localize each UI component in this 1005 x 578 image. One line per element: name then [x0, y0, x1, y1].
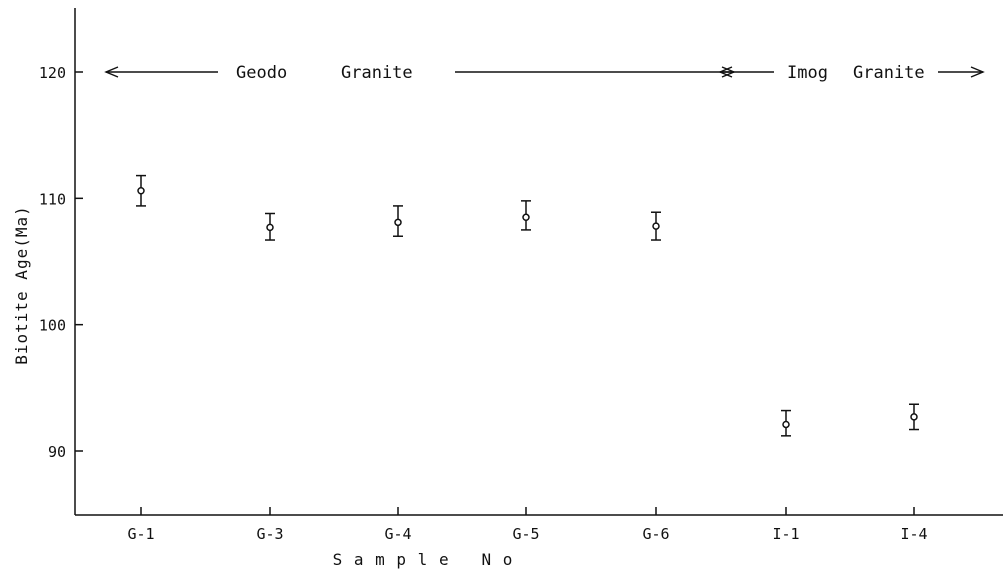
- x-tick-label-I-1: I-1: [772, 525, 799, 543]
- geodo-label-word-1: Geodo: [236, 63, 287, 83]
- y-axis-label: Biotite Age(Ma): [12, 205, 31, 365]
- marker-G-4: [394, 218, 402, 227]
- y-tick-label-110: 110: [39, 190, 66, 208]
- annotations: Geodo Granite Imog Granite: [104, 63, 985, 83]
- marker-G-6: [652, 222, 660, 230]
- x-tick-label-G-5: G-5: [512, 525, 539, 543]
- marker-I-1: [782, 420, 790, 429]
- marker-I-4: [910, 413, 918, 421]
- x-tick-label-G-6: G-6: [642, 525, 669, 543]
- point-G-6: [651, 211, 661, 241]
- marker-G-1: [137, 187, 145, 195]
- y-tick-label-120: 120: [39, 64, 66, 82]
- x-tick-label-G-1: G-1: [127, 525, 154, 543]
- point-G-3: [265, 212, 275, 241]
- imog-label-word-2: Granite: [853, 63, 925, 83]
- data-points: [136, 174, 919, 437]
- point-I-1: [781, 409, 791, 437]
- point-I-4: [909, 403, 919, 431]
- y-ticks: 90 100 110 120: [39, 64, 83, 461]
- point-G-1: [136, 174, 146, 207]
- point-G-4: [393, 205, 403, 237]
- axes: [74, 8, 1003, 516]
- x-axis-label: S a m p l e N o: [333, 550, 514, 569]
- point-G-5: [521, 200, 531, 231]
- x-ticks: G-1 G-3 G-4 G-5 G-6 I-1 I-4: [127, 507, 928, 543]
- marker-G-5: [522, 213, 530, 222]
- annotation-imog-granite: Imog Granite: [718, 63, 985, 83]
- marker-G-3: [266, 223, 274, 232]
- y-tick-label-100: 100: [39, 317, 66, 335]
- x-tick-label-G-4: G-4: [384, 525, 411, 543]
- imog-label-word-1: Imog: [787, 63, 828, 83]
- x-tick-label-G-3: G-3: [256, 525, 283, 543]
- x-tick-label-I-4: I-4: [900, 525, 927, 543]
- geodo-label-word-2: Granite: [341, 63, 413, 83]
- y-tick-label-90: 90: [48, 443, 66, 461]
- annotation-geodo-granite: Geodo Granite: [104, 63, 736, 83]
- imog-arrow-right-head: [970, 66, 985, 78]
